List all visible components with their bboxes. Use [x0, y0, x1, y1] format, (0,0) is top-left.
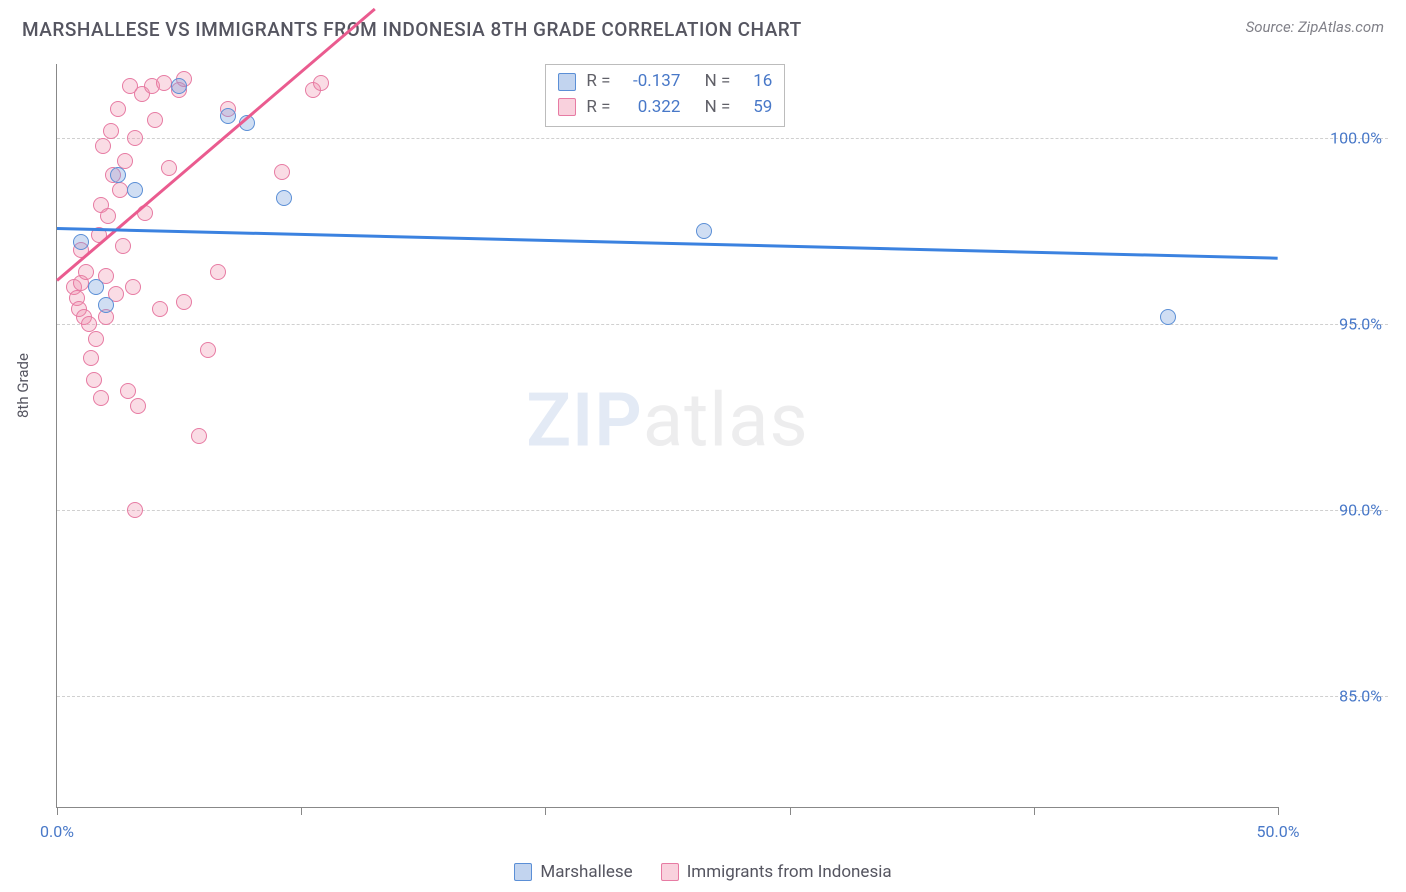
scatter-point [1160, 309, 1176, 325]
y-tick-label: 90.0% [1339, 500, 1382, 519]
scatter-point [210, 264, 226, 280]
scatter-point [696, 223, 712, 239]
scatter-point [112, 182, 128, 198]
gridline-h [57, 138, 1388, 139]
scatter-point [127, 502, 143, 518]
swatch-pink-icon [558, 98, 576, 116]
x-tick [790, 807, 791, 815]
r-label-1: R = [586, 69, 610, 95]
x-tick [545, 807, 546, 815]
scatter-point [127, 182, 143, 198]
chart-container: 8th Grade ZIPatlas R = -0.137 N = 16 R =… [20, 52, 1388, 844]
scatter-point [86, 372, 102, 388]
watermark: ZIPatlas [526, 377, 808, 464]
scatter-point [103, 123, 119, 139]
x-tick [57, 807, 58, 815]
legend-item-1: Marshallese [514, 862, 632, 882]
scatter-point [120, 383, 136, 399]
r-value-1: -0.137 [620, 69, 680, 95]
gridline-h [57, 510, 1388, 511]
legend-swatch-blue-icon [514, 863, 532, 881]
y-tick-label: 100.0% [1330, 129, 1382, 148]
scatter-point [220, 108, 236, 124]
x-tick [1278, 807, 1279, 815]
n-value-1: 16 [740, 69, 772, 95]
scatter-point [88, 279, 104, 295]
scatter-point [191, 428, 207, 444]
n-label-1: N = [705, 69, 731, 95]
r-label-2: R = [586, 95, 610, 121]
legend: Marshallese Immigrants from Indonesia [0, 862, 1406, 882]
scatter-point [117, 153, 133, 169]
y-tick-label: 85.0% [1339, 686, 1382, 705]
swatch-blue-icon [558, 73, 576, 91]
n-value-2: 59 [740, 95, 772, 121]
scatter-point [125, 279, 141, 295]
r-value-2: 0.322 [620, 95, 680, 121]
gridline-h [57, 696, 1388, 697]
scatter-point [88, 331, 104, 347]
stats-row-1: R = -0.137 N = 16 [558, 69, 772, 95]
watermark-a: ZIP [526, 377, 643, 464]
scatter-point [83, 350, 99, 366]
scatter-point [161, 160, 177, 176]
legend-label-1: Marshallese [540, 862, 632, 882]
n-label-2: N = [705, 95, 731, 121]
scatter-point [200, 342, 216, 358]
stats-row-2: R = 0.322 N = 59 [558, 95, 772, 121]
scatter-point [171, 78, 187, 94]
scatter-point [176, 294, 192, 310]
scatter-point [78, 264, 94, 280]
scatter-point [274, 164, 290, 180]
scatter-point [130, 398, 146, 414]
plot-area: ZIPatlas R = -0.137 N = 16 R = 0.322 N =… [56, 64, 1278, 808]
scatter-point [100, 208, 116, 224]
scatter-point [110, 167, 126, 183]
x-tick-label: 0.0% [40, 822, 74, 841]
regression-line [57, 227, 1278, 260]
scatter-point [156, 75, 172, 91]
scatter-point [110, 101, 126, 117]
watermark-b: atlas [643, 377, 809, 464]
y-tick-label: 95.0% [1339, 315, 1382, 334]
x-tick [301, 807, 302, 815]
x-tick [1034, 807, 1035, 815]
gridline-h [57, 324, 1388, 325]
chart-title: MARSHALLESE VS IMMIGRANTS FROM INDONESIA… [22, 18, 802, 41]
legend-item-2: Immigrants from Indonesia [661, 862, 892, 882]
scatter-point [127, 130, 143, 146]
stats-box: R = -0.137 N = 16 R = 0.322 N = 59 [545, 64, 785, 127]
scatter-point [95, 138, 111, 154]
scatter-point [152, 301, 168, 317]
scatter-point [313, 75, 329, 91]
legend-swatch-pink-icon [661, 863, 679, 881]
scatter-point [73, 234, 89, 250]
scatter-point [115, 238, 131, 254]
legend-label-2: Immigrants from Indonesia [687, 862, 892, 882]
scatter-point [147, 112, 163, 128]
y-axis-label: 8th Grade [14, 353, 32, 418]
scatter-point [93, 390, 109, 406]
x-tick-label: 50.0% [1257, 822, 1300, 841]
scatter-point [81, 316, 97, 332]
source-label: Source: ZipAtlas.com [1246, 18, 1384, 36]
scatter-point [98, 297, 114, 313]
scatter-point [276, 190, 292, 206]
